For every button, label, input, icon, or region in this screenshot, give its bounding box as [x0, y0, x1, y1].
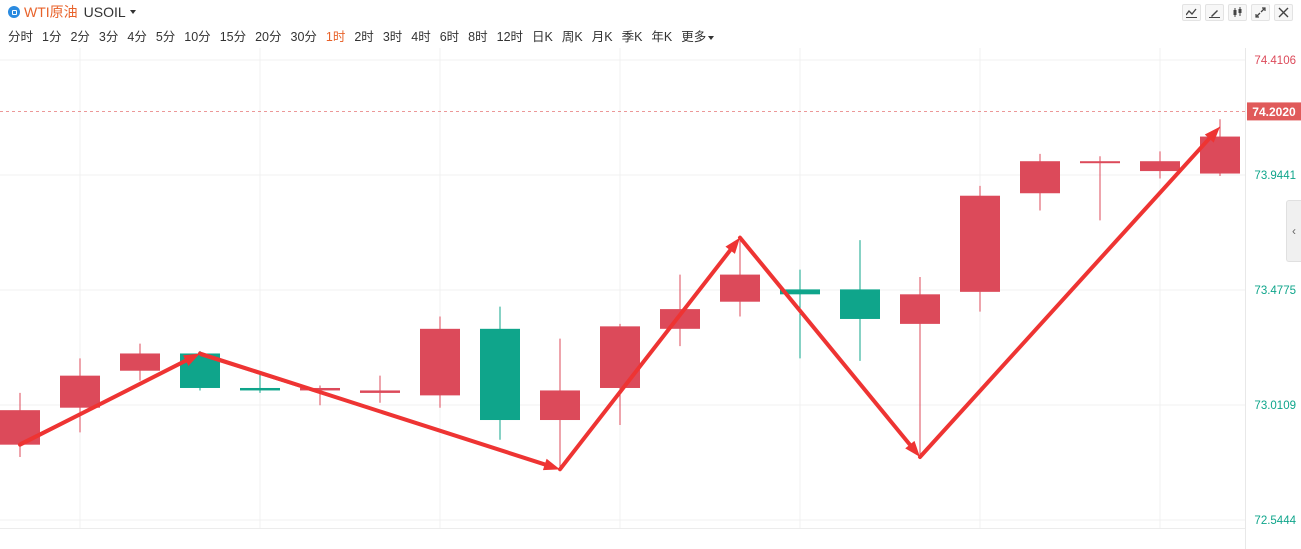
timeframe-tab[interactable]: 分时 [8, 30, 34, 44]
candle-body [1020, 161, 1060, 194]
timeframe-tab[interactable]: 周K [561, 30, 583, 44]
candle-body [420, 328, 460, 396]
timeframe-tab[interactable]: 30分 [290, 30, 317, 44]
timeframe-tab[interactable]: 8时 [468, 30, 488, 44]
side-panel-toggle[interactable]: ‹ [1286, 200, 1301, 262]
current-price-tag [1247, 102, 1301, 121]
timeframe-tab[interactable]: 5分 [155, 30, 176, 44]
timeframe-tab[interactable]: 季K [621, 30, 643, 44]
timeframe-tab[interactable]: 1分 [42, 30, 62, 44]
current-price-label: 74.2020 [1252, 105, 1296, 119]
candle-body [840, 289, 880, 319]
fullscreen-icon[interactable] [1251, 4, 1270, 21]
y-tick-label: 73.0109 [1254, 400, 1296, 412]
timeframe-tab[interactable]: 4时 [411, 30, 431, 44]
chart-header: WTI原油 USOIL [0, 0, 1301, 24]
candle-body [300, 387, 340, 391]
timeframe-tab[interactable]: 15分 [219, 30, 247, 44]
candle-body [360, 390, 400, 393]
timeframe-tab[interactable]: 6时 [439, 30, 460, 44]
chevron-down-icon [129, 10, 136, 14]
timeframe-tab[interactable]: 1时 [325, 30, 346, 44]
y-tick-label: 73.9441 [1254, 170, 1296, 182]
candle-type-icon[interactable] [1228, 4, 1247, 21]
candle-body [960, 195, 1000, 292]
candle-body [540, 390, 580, 421]
chevron-down-icon [708, 35, 715, 40]
timeframe-tab[interactable]: 年K [651, 30, 673, 44]
trend-arrow-head [542, 458, 560, 471]
candle-body [780, 289, 820, 295]
candle-body [600, 326, 640, 388]
candle-body [1140, 161, 1180, 172]
candle-body [1080, 161, 1120, 164]
instrument-symbol: USOIL [83, 4, 126, 20]
instrument-logo-icon [8, 6, 20, 18]
y-tick-label: 72.5444 [1254, 515, 1296, 527]
line-tool-icon[interactable] [1182, 4, 1201, 21]
timeframe-tab[interactable]: 20分 [255, 30, 282, 44]
timeframe-tab[interactable]: 2时 [354, 30, 374, 44]
candle-body [720, 274, 760, 302]
chevron-left-icon: ‹ [1292, 224, 1296, 238]
candle-body [480, 328, 520, 421]
timeframe-tab[interactable]: 月K [591, 30, 613, 44]
candle-body [660, 309, 700, 329]
trend-arrow-guide [559, 237, 741, 468]
pen-tool-icon[interactable] [1205, 4, 1224, 21]
timeframe-tab[interactable]: 更多 [681, 26, 715, 44]
close-icon[interactable] [1274, 4, 1293, 21]
timeframe-tab[interactable]: 3时 [382, 30, 403, 44]
timeframe-tab[interactable]: 10分 [184, 30, 211, 44]
trend-arrow-guide [199, 354, 561, 470]
timeframe-tab[interactable]: 3分 [98, 30, 119, 44]
trend-arrow-guide [919, 126, 1221, 456]
timeframe-bar: 分时 1分 2分 3分 4分 5分 10分 15分 20分 30分 1时 2时 3时 4时 6时 8时 12时日… [8, 26, 723, 44]
candle-body [60, 375, 100, 408]
trend-arrow-guide [19, 353, 201, 444]
timeframe-tab[interactable]: 4分 [127, 30, 147, 44]
instrument-selector[interactable]: WTI原油 USOIL [8, 3, 136, 21]
candle-body [900, 294, 940, 324]
instrument-name: WTI原油 [24, 4, 78, 20]
candle-body [240, 387, 280, 391]
chart-toolbar [1182, 4, 1293, 21]
timeframe-tab[interactable]: 2分 [70, 30, 90, 44]
y-tick-label: 74.4106 [1254, 55, 1296, 67]
trend-arrow-guide [739, 239, 921, 458]
trend-arrow-head [183, 353, 200, 367]
candle-body [120, 353, 160, 371]
y-tick-label: 73.4775 [1254, 285, 1296, 297]
timeframe-tab[interactable]: 12时 [496, 30, 524, 44]
timeframe-tab[interactable]: 日K [532, 30, 553, 44]
